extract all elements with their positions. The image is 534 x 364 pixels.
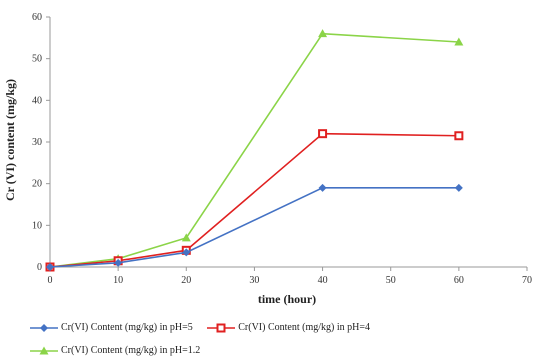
data-point-ph5	[318, 183, 327, 192]
x-axis-ticks: 0 10 20 30 40 50 60 70	[48, 267, 532, 286]
data-point-ph4	[454, 131, 464, 141]
data-point-ph5	[46, 263, 54, 271]
legend-swatch-graphic	[30, 346, 58, 355]
y-tick-label: 10	[32, 220, 42, 231]
x-tick-label: 10	[113, 275, 123, 286]
y-axis-ticks: 0 10 20 30 40 50 60	[32, 12, 50, 273]
y-tick-label: 50	[32, 54, 42, 65]
legend-swatch-ph4	[207, 323, 236, 333]
legend-swatch-ph5	[30, 323, 58, 333]
chart-series	[45, 29, 464, 272]
y-tick-label: 40	[32, 95, 42, 106]
data-point-ph1-2	[454, 37, 464, 46]
x-tick-label: 50	[386, 275, 396, 286]
series-line-ph5	[49, 187, 459, 268]
legend-swatch-ph1-2	[30, 346, 58, 356]
legend-marker	[39, 346, 49, 355]
y-tick-label: 0	[37, 262, 42, 273]
legend-item-ph4: Cr(VI) Content (mg/kg) in pH=4	[207, 318, 370, 338]
legend-label-ph1-2: Cr(VI) Content (mg/kg) in pH=1.2	[61, 345, 201, 356]
series-ph4	[45, 129, 464, 272]
data-point-ph1-2	[181, 233, 191, 242]
series-ph5	[46, 183, 463, 271]
chart-legend: Cr(VI) Content (mg/kg) in pH=5 Cr(VI) Co…	[30, 318, 530, 364]
y-tick-label: 60	[32, 12, 42, 23]
legend-swatch-graphic	[30, 324, 58, 332]
legend-item-ph5: Cr(VI) Content (mg/kg) in pH=5	[30, 318, 193, 338]
x-tick-label: 70	[522, 275, 532, 286]
x-tick-label: 40	[318, 275, 328, 286]
x-tick-label: 30	[249, 275, 259, 286]
series-line-ph4	[49, 132, 459, 268]
legend-label-ph5: Cr(VI) Content (mg/kg) in pH=5	[61, 322, 193, 333]
series-line-ph1-2	[49, 32, 459, 268]
data-point-ph1-2	[318, 29, 328, 38]
legend-label-ph4: Cr(VI) Content (mg/kg) in pH=4	[238, 322, 370, 333]
data-point-ph5	[182, 248, 191, 257]
legend-marker	[40, 324, 48, 332]
legend-swatch-graphic	[207, 323, 236, 333]
x-tick-label: 20	[181, 275, 191, 286]
data-point-ph5	[454, 183, 463, 192]
data-point-ph4	[318, 129, 328, 139]
x-tick-label: 0	[48, 275, 53, 286]
chart-axes	[49, 17, 527, 268]
data-point-ph5	[114, 258, 123, 267]
y-tick-label: 20	[32, 179, 42, 190]
y-axis-title: Cr (VI) content (mg/kg)	[3, 79, 17, 201]
legend-item-ph1-2: Cr(VI) Content (mg/kg) in pH=1.2	[30, 341, 200, 361]
series-ph1-2	[45, 29, 464, 271]
x-axis-title: time (hour)	[258, 292, 316, 306]
y-tick-label: 30	[32, 137, 42, 148]
legend-marker	[216, 323, 226, 333]
x-tick-label: 60	[454, 275, 464, 286]
